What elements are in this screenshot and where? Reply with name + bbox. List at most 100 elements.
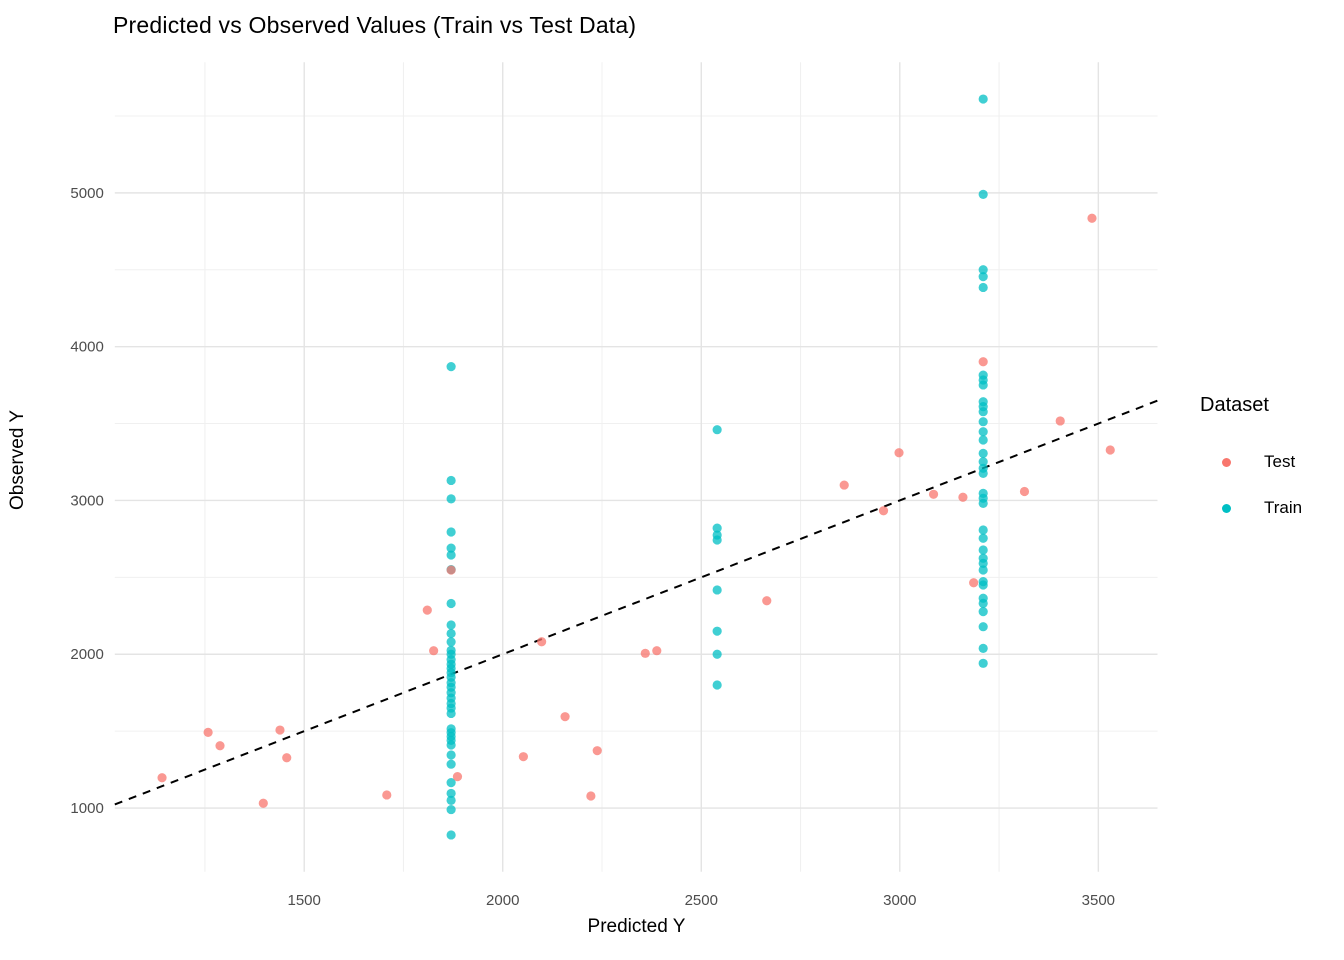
point-test — [446, 565, 456, 575]
point-train — [978, 498, 988, 508]
point-train — [712, 425, 722, 435]
point-train — [712, 626, 722, 636]
point-test — [382, 790, 392, 800]
point-test — [275, 725, 285, 735]
point-train — [978, 417, 988, 427]
point-train — [978, 435, 988, 445]
point-train — [978, 643, 988, 653]
point-test — [839, 480, 849, 490]
point-train — [446, 740, 456, 750]
point-train — [978, 545, 988, 555]
point-test — [978, 357, 988, 367]
point-train — [446, 527, 456, 537]
point-train — [446, 788, 456, 799]
point-train — [712, 523, 722, 533]
point-train — [978, 189, 988, 200]
point-train — [446, 637, 456, 647]
point-train — [978, 94, 988, 104]
point-train — [978, 407, 988, 417]
point-test — [1105, 445, 1115, 455]
point-train — [446, 628, 456, 639]
x-axis-title: Predicted Y — [587, 916, 686, 937]
x-tick-label: 3500 — [1082, 892, 1115, 909]
legend-label-test: Test — [1264, 452, 1296, 471]
point-train — [446, 543, 456, 553]
point-test — [203, 727, 213, 737]
y-tick-label: 1000 — [70, 800, 103, 817]
point-train — [978, 265, 988, 275]
point-train — [446, 620, 456, 630]
chart-title: Predicted vs Observed Values (Train vs T… — [113, 12, 637, 38]
legend-item-train: Train — [1200, 485, 1340, 531]
legend-title: Dataset — [1200, 394, 1269, 416]
point-train — [446, 494, 456, 504]
point-train — [978, 380, 988, 390]
point-train — [446, 830, 456, 840]
point-train — [446, 795, 456, 805]
point-test — [928, 489, 939, 499]
point-train — [446, 759, 456, 769]
point-test — [215, 741, 225, 751]
y-tick-label: 4000 — [70, 339, 103, 356]
point-train — [712, 649, 722, 659]
point-train — [978, 427, 988, 437]
point-train — [446, 598, 456, 609]
point-train — [446, 362, 456, 372]
point-train — [978, 658, 988, 668]
point-train — [978, 565, 988, 575]
x-tick-label: 2000 — [486, 892, 519, 909]
point-test — [894, 448, 904, 458]
point-test — [537, 637, 547, 647]
point-train — [446, 804, 456, 815]
point-train — [712, 680, 722, 690]
point-test — [157, 773, 167, 783]
point-test — [518, 752, 528, 762]
x-tick-label: 2500 — [685, 892, 718, 909]
legend-item-test: Test — [1200, 439, 1340, 485]
point-test — [586, 791, 596, 801]
point-test — [258, 798, 268, 808]
test-series-dot-icon — [1222, 457, 1231, 467]
point-test — [1087, 213, 1097, 223]
y-tick-label: 2000 — [70, 646, 103, 663]
y-tick-label: 5000 — [70, 185, 103, 202]
point-train — [978, 448, 988, 458]
y-axis-title: Observed Y — [7, 410, 28, 510]
point-test — [1019, 486, 1030, 497]
point-test — [422, 605, 432, 615]
reference-dashed-line — [114, 399, 1158, 806]
point-test — [592, 746, 602, 756]
point-test — [878, 506, 889, 516]
point-train — [446, 750, 456, 760]
point-train — [978, 457, 988, 467]
point-train — [446, 708, 456, 719]
point-test — [652, 646, 662, 656]
point-train — [978, 598, 988, 608]
point-train — [978, 622, 988, 632]
point-test — [282, 753, 292, 763]
x-tick-label: 1500 — [288, 892, 321, 909]
point-train — [978, 272, 988, 282]
point-train — [446, 475, 456, 486]
point-train — [712, 535, 722, 545]
point-train — [446, 550, 456, 560]
point-test — [762, 596, 772, 606]
y-tick-label: 3000 — [70, 492, 103, 509]
point-test — [560, 712, 570, 722]
point-train — [978, 607, 988, 617]
point-train — [978, 525, 988, 535]
point-train — [712, 585, 722, 595]
point-test — [958, 492, 968, 502]
point-train — [978, 468, 988, 478]
point-test — [452, 772, 463, 782]
point-train — [978, 558, 988, 568]
point-test — [429, 646, 439, 656]
point-train — [978, 533, 988, 543]
point-train — [978, 282, 988, 293]
x-tick-label: 3000 — [883, 892, 916, 909]
point-test — [969, 578, 979, 588]
point-train — [446, 778, 456, 788]
point-test — [640, 648, 650, 658]
